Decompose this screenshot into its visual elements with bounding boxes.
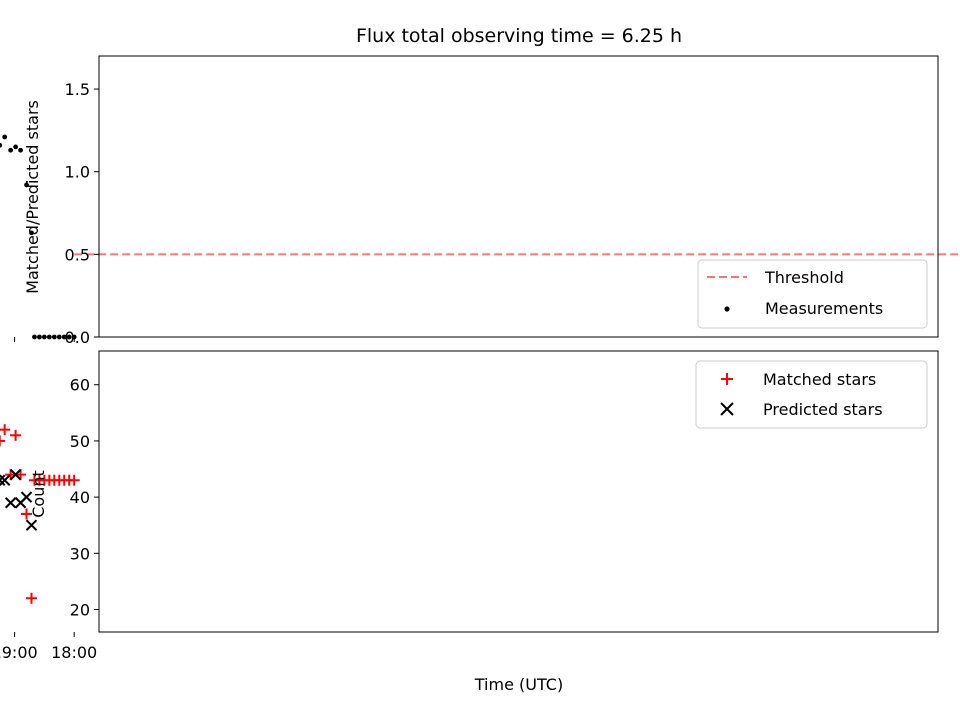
top-y-ticks: 0.0 0.5 1.0 1.5 (65, 80, 99, 347)
matched-point (21, 508, 33, 520)
matched-stars-series (0, 424, 80, 604)
predicted-legend-label: Predicted stars (763, 400, 883, 419)
top-y-tick-label: 1.0 (65, 163, 90, 182)
top-legend: Threshold Measurements (697, 259, 928, 329)
matched-point (10, 429, 22, 441)
measurement-point (56, 334, 62, 340)
chart-title: Flux total observing time = 6.25 h (356, 25, 682, 47)
predicted-point (0, 474, 11, 486)
bottom-y-tick-label: 20 (70, 601, 90, 620)
predicted-point-b (0, 474, 11, 486)
measurement-point (32, 334, 37, 340)
bottom-legend-box (695, 360, 928, 429)
matched-legend-label: Matched stars (763, 370, 876, 389)
predicted-legend-swatch (720, 402, 734, 416)
x-tick-label: 19:00 (0, 643, 38, 662)
bottom-y-ticks: 20 30 40 50 60 (70, 376, 99, 620)
matched-point (25, 592, 37, 604)
bottom-y-tick-label: 40 (70, 488, 90, 507)
matched-legend-swatch (721, 373, 733, 385)
measurement-point (8, 147, 14, 153)
measurements-series (0, 134, 77, 340)
measurement-point (61, 334, 67, 340)
predicted-stars-series (0, 468, 38, 531)
measurement-point (24, 182, 29, 188)
bottom-x-ticks: 18:0019:0020:0021:0022:0023:0000:0001:00… (0, 632, 97, 662)
measurement-point (37, 334, 42, 340)
bottom-y-tick-label: 30 (70, 544, 90, 563)
measurements-legend-swatch (724, 306, 730, 312)
measurement-point (41, 334, 47, 340)
measurement-point (51, 334, 57, 340)
measurement-point (18, 147, 23, 153)
predicted-point (4, 497, 17, 509)
x-tick-label: 18:00 (51, 643, 97, 662)
predicted-point-a (0, 479, 6, 486)
top-y-tick-label: 1.5 (65, 80, 90, 99)
measurement-point (0, 142, 3, 148)
top-legend-box (697, 259, 928, 329)
measurement-point (13, 144, 18, 150)
matched-point (28, 474, 40, 486)
measurement-point (29, 230, 34, 236)
top-y-tick-label: 0.5 (65, 245, 90, 264)
predicted-point-b (14, 497, 27, 509)
matched-point (0, 435, 6, 447)
predicted-point-b (25, 519, 38, 531)
x-axis-label: Time (UTC) (474, 675, 563, 694)
predicted-point-b (0, 474, 6, 482)
predicted-point-b (9, 468, 22, 481)
top-y-axis-label: Matched/Predicted stars (23, 100, 42, 294)
measurements-legend-label: Measurements (765, 299, 883, 318)
threshold-legend-label: Threshold (764, 268, 844, 287)
top-plot-frame (98, 55, 939, 338)
measurement-point (46, 334, 52, 340)
matched-point (0, 424, 11, 436)
bottom-y-tick-label: 60 (70, 376, 90, 395)
predicted-point (14, 497, 27, 509)
top-y-tick-label: 0.0 (65, 328, 90, 347)
top-x-ticks (14, 337, 75, 342)
predicted-point (0, 474, 6, 486)
predicted-point (25, 519, 38, 531)
measurement-point (66, 334, 72, 340)
predicted-point (9, 468, 22, 481)
bottom-plot-frame (98, 350, 939, 633)
top-panel: 0.0 0.5 1.0 1.5 Matched/Predicted stars Thr… (0, 55, 960, 347)
predicted-point-b (4, 497, 17, 509)
bottom-y-tick-label: 50 (70, 432, 90, 451)
bottom-y-axis-label: Count (29, 470, 48, 518)
bottom-legend: Matched stars Predicted stars (695, 360, 928, 429)
measurement-point (2, 134, 8, 140)
